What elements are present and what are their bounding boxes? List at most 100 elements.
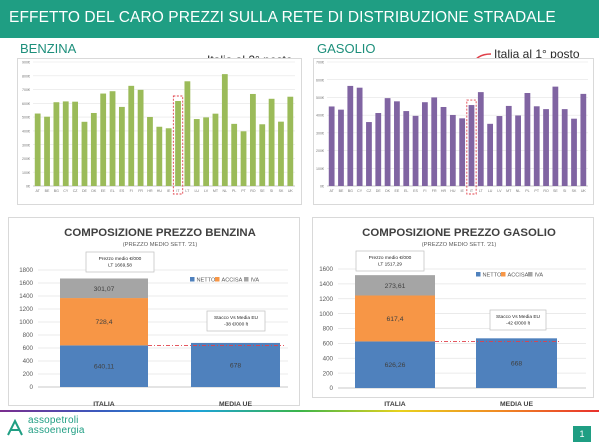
x-tick-label: CY bbox=[63, 189, 69, 193]
x-tick-label: IE bbox=[167, 189, 171, 193]
legend-label-netto: NETTO bbox=[197, 277, 217, 283]
bar-lt bbox=[184, 81, 191, 186]
bar-el bbox=[109, 91, 116, 186]
y-tick-label: 1400 bbox=[19, 293, 33, 300]
italia-highlight-box bbox=[466, 99, 477, 195]
bar-de bbox=[81, 121, 88, 186]
italia-iva-segment bbox=[355, 275, 435, 296]
bar-lu bbox=[193, 119, 200, 186]
x-tick-label: LT bbox=[479, 189, 484, 193]
x-tick-label: LU bbox=[488, 189, 493, 193]
legend-label-accisa: ACCISA bbox=[222, 277, 243, 283]
price-annotation-line: LT 1669,58 bbox=[108, 263, 132, 269]
bar-fi bbox=[421, 102, 428, 186]
x-tick-label: MT bbox=[506, 189, 512, 193]
bar-fr bbox=[137, 89, 144, 186]
y-tick-label: 0€ bbox=[26, 185, 30, 189]
x-tick-label: BG bbox=[54, 189, 59, 193]
x-tick-label: SE bbox=[553, 189, 558, 193]
ap-logo-icon bbox=[7, 419, 23, 436]
y-tick-label: 100€ bbox=[316, 167, 324, 171]
category-label-italia: ITALIA bbox=[93, 401, 114, 408]
x-tick-label: IE bbox=[460, 189, 464, 193]
y-tick-label: 500€ bbox=[316, 96, 324, 100]
x-tick-label: SK bbox=[572, 189, 577, 193]
italia-highlight-box bbox=[172, 95, 184, 195]
legend-label-iva: IVA bbox=[535, 272, 544, 278]
chart-subtitle: (PREZZO MEDIO SETT. '21) bbox=[123, 242, 198, 248]
bar-nl bbox=[221, 74, 228, 186]
x-tick-label: BE bbox=[339, 189, 344, 193]
bar-nl bbox=[515, 115, 521, 186]
bar-dk bbox=[384, 98, 391, 186]
price-annotation-line: Prezzo medio €/000 bbox=[369, 255, 412, 261]
y-tick-label: 800€ bbox=[22, 74, 30, 78]
x-tick-label: SE bbox=[260, 189, 265, 193]
y-tick-label: 200 bbox=[23, 371, 34, 378]
y-tick-label: 400 bbox=[23, 358, 34, 365]
x-tick-label: BG bbox=[348, 189, 353, 193]
price-annotation-line: LT 1517,29 bbox=[378, 262, 402, 268]
rainbow-divider bbox=[0, 410, 599, 412]
data-label-accisa: 617,4 bbox=[386, 316, 403, 323]
x-tick-label: UK bbox=[581, 189, 587, 193]
y-tick-label: 1000 bbox=[319, 311, 333, 318]
bar-lt bbox=[477, 92, 484, 186]
price-annotation-box bbox=[355, 250, 425, 272]
y-tick-label: 0 bbox=[330, 385, 334, 392]
bar-ie bbox=[459, 118, 466, 186]
data-label-iva: 301,07 bbox=[94, 286, 115, 293]
benzina-country-chart: 0€ 100€ 200€ 300€ 400€ 500€ 600€ 700€ 800€ 900€ AT… bbox=[17, 58, 302, 205]
x-tick-label: LV bbox=[497, 189, 502, 193]
x-tick-label: CZ bbox=[73, 189, 79, 193]
y-tick-label: 400 bbox=[323, 355, 334, 362]
x-tick-label: LU bbox=[194, 189, 199, 193]
bar-bg bbox=[53, 102, 60, 186]
legend-swatch-accisa bbox=[501, 272, 506, 277]
italia-netto-segment bbox=[355, 341, 435, 388]
x-tick-label: PL bbox=[232, 189, 236, 193]
bar-hu bbox=[156, 126, 163, 186]
y-tick-label: 800 bbox=[323, 326, 334, 333]
composizione-gasolio-chart: COMPOSIZIONE PREZZO GASOLIO (PREZZO MEDIO… bbox=[312, 217, 594, 408]
x-tick-label: EL bbox=[404, 189, 408, 193]
y-tick-label: 1200 bbox=[319, 296, 333, 303]
x-tick-label: FR bbox=[138, 189, 143, 193]
legend-label-iva: IVA bbox=[251, 277, 260, 283]
bar-fi bbox=[128, 85, 135, 186]
title-bar: EFFETTO DEL CARO PREZZI SULLA RETE DI DI… bbox=[0, 0, 599, 38]
y-tick-label: 1000 bbox=[19, 319, 33, 326]
bar-el bbox=[403, 111, 410, 186]
y-tick-label: 400€ bbox=[22, 129, 30, 133]
x-tick-label: RO bbox=[250, 189, 256, 193]
category-label-italia: ITALIA bbox=[384, 401, 405, 408]
bar-at bbox=[34, 113, 41, 186]
bar-at bbox=[328, 106, 335, 186]
bar-se bbox=[259, 124, 266, 186]
legend-swatch-netto bbox=[476, 272, 481, 277]
bar-uk bbox=[580, 93, 587, 186]
x-tick-label: BE bbox=[45, 189, 50, 193]
y-tick-label: 600 bbox=[23, 345, 34, 352]
bar-lv bbox=[203, 117, 210, 186]
legend-swatch-iva bbox=[528, 272, 533, 277]
stacco-annotation-line: -42 €/000 lt bbox=[506, 321, 531, 327]
y-tick-label: 400€ bbox=[316, 114, 324, 118]
y-tick-label: 1600 bbox=[319, 266, 333, 273]
category-label-media-ue: MEDIA UE bbox=[500, 401, 533, 408]
bar-pt bbox=[240, 131, 247, 186]
x-tick-label: LT bbox=[185, 189, 190, 193]
x-tick-label: HR bbox=[147, 189, 153, 193]
bar-lv bbox=[496, 116, 503, 186]
italia-netto-segment bbox=[60, 345, 148, 387]
y-tick-label: 600€ bbox=[316, 78, 324, 82]
y-tick-label: 200 bbox=[323, 370, 334, 377]
page-number: 1 bbox=[573, 426, 591, 442]
y-tick-label: 600€ bbox=[22, 102, 30, 106]
y-tick-label: 500€ bbox=[22, 116, 30, 120]
bar-si bbox=[561, 109, 568, 186]
data-label-netto: 640,11 bbox=[94, 364, 115, 371]
bar-hr bbox=[147, 116, 153, 186]
bar-es bbox=[412, 115, 419, 186]
italia-iva-segment bbox=[60, 278, 148, 299]
